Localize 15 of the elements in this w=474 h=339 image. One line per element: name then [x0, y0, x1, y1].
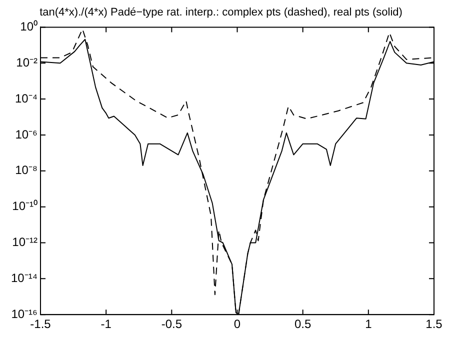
- y-tick-label: 10⁻⁶: [15, 127, 38, 142]
- y-tick-label: 10⁻⁸: [15, 163, 38, 178]
- x-tick-label: -1: [100, 317, 112, 332]
- x-tick-label: 0.5: [294, 317, 312, 332]
- x-tick-label: 1: [365, 317, 372, 332]
- y-tick-label: 10⁻²: [16, 55, 38, 70]
- y-tick-label: 10⁻¹²: [12, 235, 38, 250]
- y-tick-label: 10⁻⁴: [14, 91, 38, 106]
- chart-title: tan(4*x)./(4*x) Padé−type rat. interp.: complex pts (dashed), real pts (solid): [40, 6, 402, 19]
- y-tick-label: 10⁰: [20, 20, 38, 34]
- x-tick-label: -0.5: [161, 317, 182, 332]
- y-tick-label: 10⁻¹⁰: [12, 199, 38, 214]
- x-tick-label: 1.5: [426, 317, 443, 332]
- x-tick-label: 0: [234, 317, 241, 332]
- y-tick-label: 10⁻¹⁴: [11, 270, 38, 285]
